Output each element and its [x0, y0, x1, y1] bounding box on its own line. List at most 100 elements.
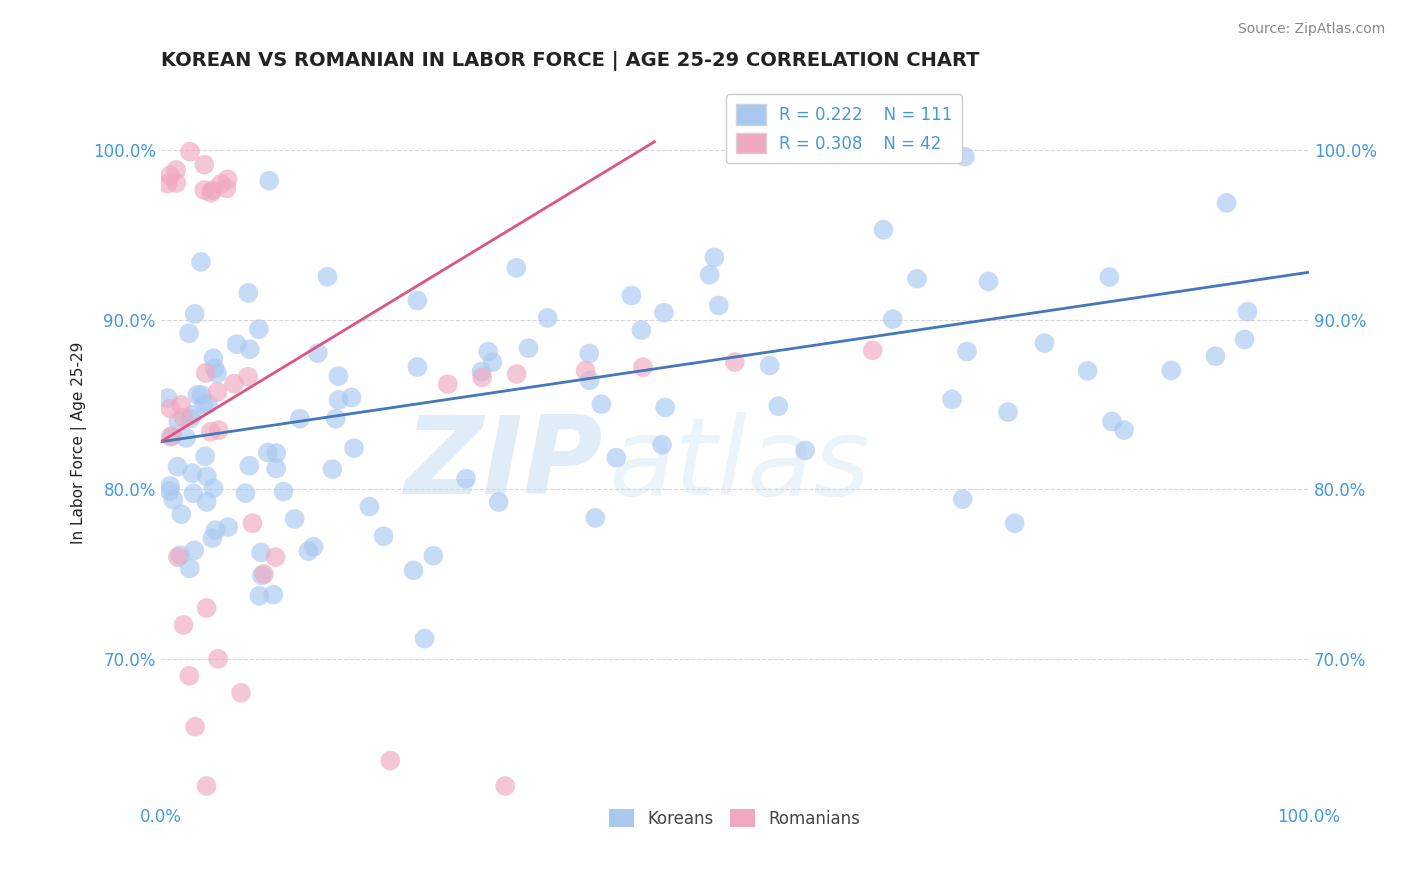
Point	[179, 669, 201, 683]
Legend: Koreans, Romanians: Koreans, Romanians	[603, 803, 868, 834]
Point	[288, 411, 311, 425]
Point	[247, 322, 270, 336]
Point	[167, 550, 190, 565]
Point	[505, 367, 527, 381]
Point	[256, 445, 278, 459]
Point	[307, 346, 329, 360]
Point	[768, 399, 790, 413]
Point	[222, 376, 245, 391]
Point	[173, 618, 195, 632]
Point	[758, 359, 780, 373]
Point	[316, 269, 339, 284]
Text: Source: ZipAtlas.com: Source: ZipAtlas.com	[1237, 22, 1385, 37]
Point	[343, 441, 366, 455]
Point	[239, 343, 262, 357]
Point	[242, 516, 264, 531]
Point	[297, 544, 319, 558]
Point	[202, 351, 225, 366]
Point	[207, 384, 229, 399]
Point	[207, 652, 229, 666]
Point	[402, 563, 425, 577]
Point	[195, 601, 218, 615]
Point	[997, 405, 1019, 419]
Point	[1101, 415, 1123, 429]
Point	[204, 361, 226, 376]
Point	[200, 425, 222, 439]
Point	[159, 169, 181, 183]
Point	[159, 479, 181, 493]
Y-axis label: In Labor Force | Age 25-29: In Labor Force | Age 25-29	[72, 342, 87, 544]
Point	[264, 461, 287, 475]
Point	[235, 486, 257, 500]
Point	[238, 285, 260, 300]
Point	[253, 567, 276, 582]
Point	[1233, 333, 1256, 347]
Point	[229, 686, 252, 700]
Point	[578, 346, 600, 360]
Point	[190, 388, 212, 402]
Point	[170, 398, 193, 412]
Point	[406, 359, 429, 374]
Point	[165, 162, 187, 177]
Point	[215, 181, 238, 195]
Point	[1077, 364, 1099, 378]
Point	[905, 271, 928, 285]
Point	[340, 391, 363, 405]
Point	[578, 373, 600, 387]
Point	[1098, 270, 1121, 285]
Point	[262, 588, 284, 602]
Point	[167, 415, 190, 429]
Point	[284, 512, 307, 526]
Point	[174, 431, 197, 445]
Point	[537, 310, 560, 325]
Point	[156, 177, 179, 191]
Point	[177, 326, 200, 341]
Text: KOREAN VS ROMANIAN IN LABOR FORCE | AGE 25-29 CORRELATION CHART: KOREAN VS ROMANIAN IN LABOR FORCE | AGE …	[160, 51, 979, 70]
Point	[181, 408, 204, 422]
Point	[160, 429, 183, 443]
Point	[1204, 349, 1226, 363]
Point	[208, 423, 231, 437]
Point	[264, 550, 287, 565]
Point	[169, 548, 191, 562]
Point	[956, 344, 979, 359]
Point	[197, 397, 219, 411]
Point	[181, 467, 204, 481]
Point	[184, 720, 207, 734]
Point	[882, 312, 904, 326]
Point	[165, 176, 187, 190]
Point	[651, 438, 673, 452]
Point	[193, 158, 215, 172]
Point	[159, 483, 181, 498]
Point	[699, 268, 721, 282]
Point	[238, 458, 260, 473]
Point	[273, 484, 295, 499]
Point	[205, 367, 228, 381]
Point	[321, 462, 343, 476]
Point	[630, 323, 652, 337]
Point	[591, 397, 613, 411]
Point	[652, 305, 675, 319]
Point	[236, 369, 259, 384]
Point	[488, 495, 510, 509]
Point	[406, 293, 429, 308]
Point	[941, 392, 963, 407]
Point	[201, 183, 224, 197]
Point	[325, 411, 347, 425]
Point	[1033, 336, 1056, 351]
Text: ZIP: ZIP	[405, 411, 603, 517]
Point	[250, 545, 273, 559]
Point	[162, 492, 184, 507]
Point	[201, 531, 224, 545]
Point	[193, 397, 215, 411]
Point	[605, 450, 627, 465]
Point	[436, 377, 458, 392]
Point	[170, 507, 193, 521]
Point	[517, 341, 540, 355]
Point	[470, 365, 492, 379]
Point	[193, 183, 215, 197]
Point	[413, 632, 436, 646]
Point	[179, 561, 201, 575]
Point	[1160, 363, 1182, 377]
Text: atlas: atlas	[609, 412, 870, 516]
